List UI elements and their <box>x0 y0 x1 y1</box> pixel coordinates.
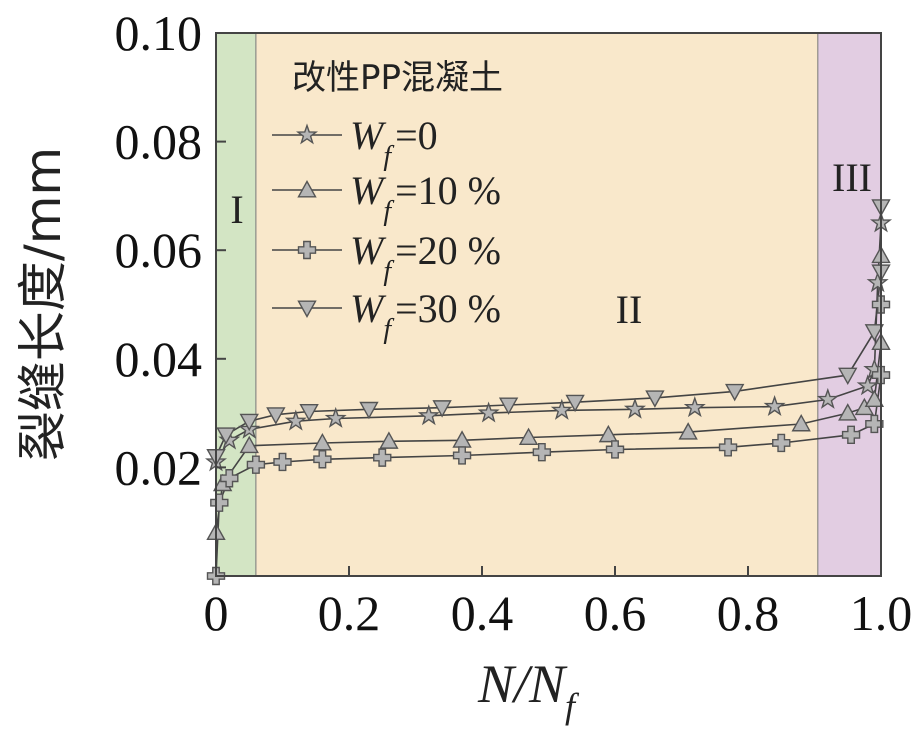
series-1-point <box>683 396 706 418</box>
series-4-point <box>725 383 745 402</box>
series-1-point <box>856 374 879 396</box>
legend-label: Wf =10 % <box>350 168 501 227</box>
series-3-line <box>215 304 882 577</box>
series-3-point <box>313 450 332 469</box>
legend-marker <box>297 300 317 318</box>
plot-frame <box>215 32 882 577</box>
series-3-point <box>772 433 791 453</box>
series-1-point <box>477 401 500 423</box>
x-tick-label: 0.2 <box>318 585 381 641</box>
series-3-point <box>273 452 292 472</box>
legend-label: Wf =0 <box>350 113 438 172</box>
y-axis-label: 裂缝长度/mm <box>14 147 72 461</box>
x-tick-label: 0.4 <box>451 585 514 641</box>
series-3-point <box>220 469 239 488</box>
series-1-point <box>550 398 573 420</box>
stage-regions <box>216 33 881 576</box>
series-3-point <box>605 440 625 459</box>
series-1-point <box>623 397 647 419</box>
x-tick-label: 0.8 <box>717 585 780 641</box>
series-3-point <box>865 414 884 434</box>
series-4-point <box>498 397 519 415</box>
series-4-point <box>432 400 452 418</box>
legend-marker <box>295 123 319 145</box>
legend-label: Wf =20 % <box>350 228 501 287</box>
series-2-point <box>791 414 811 432</box>
series-4-point <box>359 401 379 420</box>
legend-label: Wf =30 % <box>350 286 501 345</box>
x-axis: 0 0.2 0.4 0.6 0.8 1.0 <box>204 566 913 641</box>
legend-marker <box>297 240 317 260</box>
region-label-2: II <box>616 287 643 332</box>
x-tick-label: 0 <box>204 585 229 641</box>
series-2-point <box>838 403 858 421</box>
series-4-point <box>565 394 585 413</box>
x-axis-label-main: N/N <box>477 654 568 714</box>
series-4-point <box>216 427 236 445</box>
series-4-point <box>838 367 858 386</box>
series-3-point <box>452 446 472 465</box>
series-2-point <box>678 422 698 440</box>
series-2-point <box>518 427 539 446</box>
legend-title: 改性PP混凝土 <box>292 58 503 98</box>
series-3-point <box>246 455 266 474</box>
region-label-3: III <box>832 155 872 200</box>
series-1-point <box>816 387 839 409</box>
series-4-point <box>645 390 665 408</box>
series-3-point <box>532 442 552 462</box>
series-3-point <box>210 493 229 512</box>
series-1-point <box>284 409 307 431</box>
series-1-point <box>763 394 786 417</box>
y-tick-label: 0.08 <box>115 114 203 170</box>
series-2-point <box>598 424 619 443</box>
series-2-point <box>379 431 399 449</box>
series-3-point <box>718 438 738 457</box>
series-1-point <box>866 271 889 293</box>
legend-marker <box>297 180 317 198</box>
series-4-point <box>266 407 286 425</box>
y-tick-label: 0.04 <box>115 331 203 387</box>
x-axis-label: N/Nf <box>477 654 580 726</box>
region-2-band <box>255 33 818 576</box>
y-axis: 0.02 0.04 0.06 0.08 0.10 <box>115 5 226 495</box>
series-2-point <box>239 435 259 454</box>
series-4-point <box>864 324 885 342</box>
legend: 改性PP混凝土 Wf =0Wf =10 %Wf =20 %Wf =30 % <box>272 58 503 345</box>
data-markers <box>204 199 893 586</box>
x-axis-label-sub: f <box>565 686 580 726</box>
x-tick-label: 0.6 <box>584 585 647 641</box>
region-label-1: I <box>230 187 243 232</box>
series-1-point <box>417 404 440 426</box>
series-2-point <box>312 433 333 451</box>
x-tick-label: 1.0 <box>850 585 913 641</box>
y-tick-label: 0.02 <box>115 439 203 495</box>
series-4-point <box>299 403 319 422</box>
y-tick-label: 0.06 <box>115 222 203 278</box>
series-3-point <box>373 448 392 467</box>
series-4-point <box>239 413 259 432</box>
series-2-point <box>864 389 885 408</box>
series-1-point <box>324 406 347 428</box>
series-1-line <box>215 223 882 463</box>
region-3-band <box>817 33 881 576</box>
y-tick-label: 0.10 <box>115 5 203 61</box>
series-3-point <box>841 425 861 445</box>
